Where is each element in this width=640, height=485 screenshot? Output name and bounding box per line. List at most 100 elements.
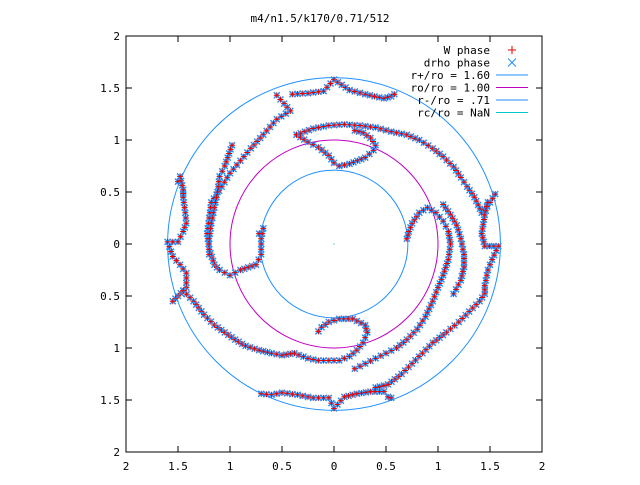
w-point <box>446 236 453 243</box>
w-point <box>446 246 453 253</box>
w-point <box>362 334 369 341</box>
w-point <box>181 204 188 211</box>
legend-label: W phase <box>444 44 490 57</box>
w-point <box>341 121 348 128</box>
w-point <box>351 88 358 95</box>
w-point <box>362 154 369 161</box>
w-point <box>289 91 296 98</box>
w-point <box>310 125 317 132</box>
w-point <box>258 235 265 242</box>
w-point <box>260 131 267 138</box>
w-point <box>414 326 421 333</box>
w-point <box>483 272 490 279</box>
w-point <box>360 339 367 346</box>
w-point <box>270 120 277 127</box>
axis-ticks: 2 1.5 1 0.5 0 0.5 1 1.5 221.510.500.511.52 <box>100 30 545 473</box>
w-point <box>166 243 173 250</box>
w-point <box>320 88 327 95</box>
w-point <box>281 100 288 107</box>
w-point <box>429 145 436 152</box>
w-point <box>279 352 285 359</box>
w-point <box>476 298 483 305</box>
w-point <box>169 238 176 245</box>
w-point <box>315 88 322 95</box>
w-point <box>264 349 271 356</box>
w-point <box>457 235 464 242</box>
y-tick-label: 1.5 <box>100 394 120 407</box>
w-point <box>357 122 363 129</box>
w-point <box>336 315 343 322</box>
w-point <box>310 89 317 96</box>
w-point <box>164 238 171 245</box>
w-point <box>433 148 440 155</box>
w-point <box>455 319 462 325</box>
w-point <box>407 333 414 340</box>
w-point <box>376 383 383 390</box>
w-point <box>334 401 341 408</box>
w-point <box>320 357 327 364</box>
w-point <box>258 246 265 253</box>
w-point <box>168 248 175 255</box>
w-point <box>318 147 325 154</box>
w-point <box>371 93 378 100</box>
w-point <box>215 183 222 190</box>
w-point <box>258 241 265 247</box>
y-tick-label: 0 <box>113 238 120 251</box>
w-point <box>206 230 213 237</box>
w-point <box>462 312 469 319</box>
w-point <box>268 350 275 357</box>
w-point <box>315 144 322 151</box>
w-point <box>260 225 267 232</box>
w-point <box>353 390 360 397</box>
w-point <box>489 256 496 263</box>
chart-title: m4/n1.5/k170/0.71/512 <box>250 12 389 25</box>
w-point <box>455 226 462 233</box>
w-point <box>215 178 222 185</box>
w-point <box>294 391 301 398</box>
w-point <box>233 161 240 168</box>
w-point <box>341 161 348 168</box>
w-point <box>400 339 407 346</box>
w-point <box>385 381 392 388</box>
w-point <box>483 203 490 210</box>
x-tick-label: 1.5 <box>168 460 188 473</box>
w-point <box>336 163 343 169</box>
w-point <box>179 182 186 189</box>
legend-label: ro/ro = 1.00 <box>411 82 490 95</box>
w-point <box>254 138 261 145</box>
w-point <box>398 130 405 137</box>
w-point <box>396 342 403 349</box>
w-point <box>415 353 422 360</box>
w-point <box>410 329 417 336</box>
w-point <box>294 90 301 97</box>
y-tick-label: 2 <box>113 30 120 43</box>
w-point <box>244 149 251 156</box>
w-point <box>362 389 369 396</box>
w-point <box>324 84 331 91</box>
y-tick-label: 1 <box>113 134 120 147</box>
w-point <box>268 391 275 398</box>
w-point <box>341 393 348 400</box>
w-point <box>458 241 465 247</box>
w-point <box>322 149 329 156</box>
w-point <box>388 128 395 135</box>
w-point <box>206 241 213 247</box>
w-point <box>177 173 184 180</box>
x-tick-label: 1.5 <box>480 460 500 473</box>
w-point <box>353 347 360 354</box>
w-point <box>320 123 327 130</box>
w-point <box>469 305 476 312</box>
w-point <box>305 393 311 400</box>
w-point <box>299 90 306 97</box>
w-point <box>362 123 369 130</box>
w-point <box>178 177 185 184</box>
w-point <box>182 215 189 221</box>
w-point <box>447 241 454 247</box>
w-point <box>351 122 358 129</box>
w-point <box>173 257 180 264</box>
x-tick-label: 0.5 <box>376 460 396 473</box>
w-point <box>204 315 211 322</box>
